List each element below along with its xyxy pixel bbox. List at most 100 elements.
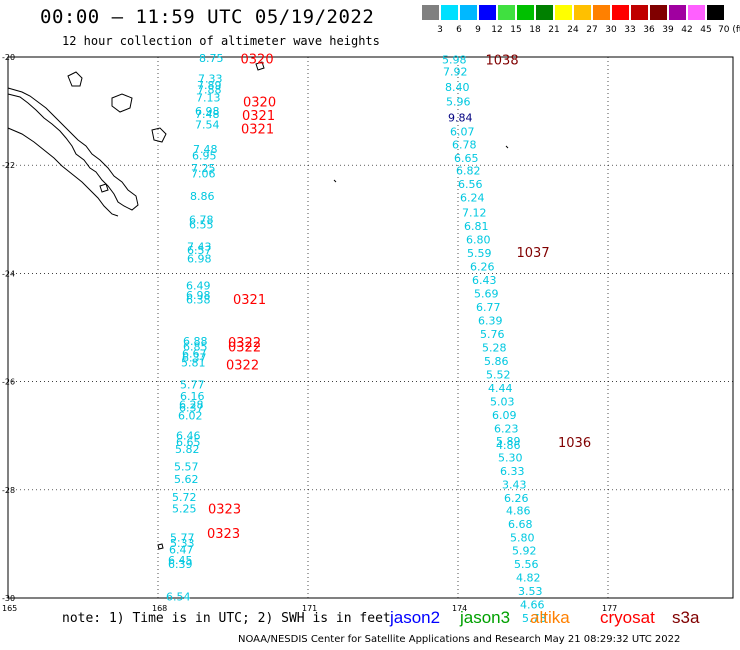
- wave-height-value: 6.24: [460, 192, 485, 205]
- wave-height-value: 5.81: [181, 357, 206, 370]
- time-label: 0322: [228, 336, 261, 351]
- wave-height-value: 5.59: [467, 247, 492, 260]
- lon-tick-label: 174: [452, 604, 467, 613]
- lat-tick-label: -30: [2, 594, 15, 603]
- lon-tick-label: 171: [302, 604, 317, 613]
- wave-height-value: 6.47: [169, 543, 194, 556]
- scale-swatch: [498, 5, 515, 20]
- wave-height-value: 7.92: [443, 66, 468, 79]
- lat-tick-label: -24: [2, 269, 15, 278]
- norfolk-island: [157, 543, 164, 550]
- wave-height-value: 6.77: [476, 301, 501, 314]
- wave-height-value: 6.07: [450, 126, 475, 139]
- wave-height-value: 5.57: [174, 461, 199, 474]
- scale-swatch: [707, 5, 724, 20]
- wave-height-value: 5.28: [482, 342, 507, 355]
- scale-label: 39: [662, 25, 674, 35]
- wave-height-value: 5.72: [172, 491, 197, 504]
- legend-altika: altika: [530, 608, 570, 627]
- grid-lines: [7, 56, 734, 599]
- scale-label: 45: [700, 25, 712, 35]
- time-label: 0320: [241, 53, 274, 68]
- wave-height-value: 7.12: [462, 206, 487, 219]
- wave-height-value: 5.56: [514, 558, 539, 571]
- wave-height-value: 6.67: [182, 347, 207, 360]
- wave-height-value: 6.56: [458, 178, 483, 191]
- wave-height-value: 4.82: [516, 571, 541, 584]
- time-label: 0321: [242, 109, 275, 124]
- wave-height-value: 6.80: [466, 233, 491, 246]
- lat-tick-label: -20: [2, 53, 15, 62]
- wave-height-value: 7.88: [197, 83, 222, 96]
- wave-height-value: 7.48: [195, 108, 220, 121]
- wave-height-value: 7.54: [195, 119, 220, 132]
- wave-height-value: 6.39: [168, 558, 193, 571]
- wave-height-value: 5.80: [510, 531, 535, 544]
- wave-height-value: 6.68: [508, 518, 533, 531]
- map-frame: [7, 56, 734, 599]
- lat-tick-label: -28: [2, 486, 15, 495]
- lon-tick-label: 177: [602, 604, 617, 613]
- scale-swatch: [631, 5, 648, 20]
- scale-label: 24: [567, 25, 579, 35]
- time-label: 1037: [517, 246, 550, 261]
- wave-height-value: 6.55: [189, 219, 214, 232]
- wave-height-value: 6.78: [189, 213, 214, 226]
- credit-footer: NOAA/NESDIS Center for Satellite Applica…: [238, 634, 681, 645]
- wave-height-value: 6.57: [187, 244, 212, 257]
- wave-height-value: 5.89: [496, 435, 521, 448]
- wave-height-value: 6.26: [470, 260, 495, 273]
- wave-height-value: 3.53: [518, 585, 543, 598]
- isle-of-pines: [99, 183, 109, 193]
- wave-height-value: 5.77: [170, 531, 195, 544]
- time-label: 0321: [241, 122, 274, 137]
- wave-height-value: 6.98: [195, 105, 220, 118]
- wave-height-value: 6.46: [176, 430, 201, 443]
- scale-swatch: [688, 5, 705, 20]
- wave-height-value: 7.48: [193, 143, 218, 156]
- wave-height-value: 5.73: [522, 612, 547, 625]
- scale-label: 21: [548, 25, 560, 35]
- reef-dot: [505, 145, 509, 149]
- track-a-values: 8.757.337.897.887.136.987.487.547.486.95…: [166, 52, 224, 603]
- lon-tick-label: 165: [2, 604, 17, 613]
- scale-label: 12: [491, 25, 503, 35]
- lat-tick-label: -22: [2, 161, 15, 170]
- legend-cryosat: cryosat: [600, 608, 655, 627]
- wave-height-value: 6.33: [500, 465, 525, 478]
- wave-height-value: 5.76: [480, 328, 505, 341]
- time-label: 1036: [558, 436, 591, 451]
- scale-swatch: [479, 5, 496, 20]
- wave-height-value: 3.43: [502, 478, 527, 491]
- scale-label: 18: [529, 25, 541, 35]
- wave-height-value: 9.84: [448, 112, 473, 125]
- wave-height-value: 8.40: [445, 81, 470, 94]
- wave-height-value: 5.86: [484, 355, 509, 368]
- wave-height-value: 7.25: [191, 162, 216, 175]
- wave-height-value: 8.75: [199, 52, 224, 65]
- wave-height-value: 8.86: [190, 190, 215, 203]
- wave-height-value: 6.38: [186, 293, 211, 306]
- wave-height-value: 6.78: [452, 139, 477, 152]
- track-b-values: 5.987.92 8.405.96 9.846.076.786.656.826.56…: [442, 54, 547, 625]
- wave-height-value: 5.77: [180, 378, 205, 391]
- wave-height-value: 6.02: [178, 410, 203, 423]
- wave-height-value: 6.26: [504, 492, 529, 505]
- scale-swatch: [536, 5, 553, 20]
- scale-label: 9: [475, 25, 481, 35]
- scale-swatch: [517, 5, 534, 20]
- scale-swatch: [650, 5, 667, 20]
- scale-swatch: [574, 5, 591, 20]
- wave-height-value: 5.92: [512, 544, 537, 557]
- wave-height-value: 5.30: [498, 451, 523, 464]
- time-label: 0322: [226, 358, 259, 373]
- units-note: note: 1) Time is in UTC; 2) SWH is in fe…: [62, 611, 391, 626]
- wave-height-value: 6.85: [183, 340, 208, 353]
- loyalty-island-mare: [151, 127, 167, 143]
- wave-height-value: 5.03: [490, 396, 515, 409]
- legend-jason3: jason3: [460, 608, 511, 627]
- new-caledonia-coastline: [7, 87, 139, 211]
- wave-height-value: 4.66: [520, 598, 545, 611]
- wave-height-value: 7.13: [196, 92, 221, 105]
